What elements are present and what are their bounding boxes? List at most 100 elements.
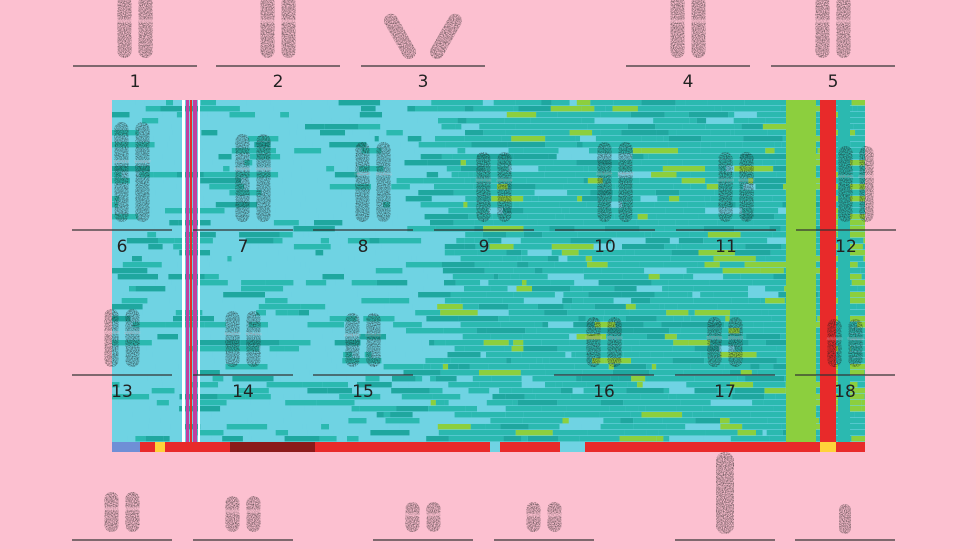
heatmap-cell	[112, 256, 132, 262]
heatmap-cell	[198, 142, 235, 148]
heatmap-cell	[241, 118, 281, 124]
heatmap-cell	[250, 244, 259, 250]
heatmap-cell	[551, 244, 594, 250]
heatmap-cell	[718, 238, 736, 244]
heatmap-cell	[710, 340, 742, 346]
heatmap-cell	[627, 382, 637, 388]
heatmap-cell	[527, 214, 556, 220]
heatmap-cell	[469, 364, 489, 370]
heatmap-cell	[683, 274, 694, 280]
heatmap-cell	[129, 112, 163, 118]
heatmap-cell	[405, 196, 432, 202]
heatmap-cell	[753, 382, 786, 388]
heatmap-cell	[429, 340, 435, 346]
heatmap-cell	[825, 190, 848, 196]
heatmap-cell	[287, 298, 310, 304]
heatmap-cell	[392, 376, 416, 382]
heatmap-cell	[506, 232, 524, 238]
heatmap-cell	[336, 436, 343, 442]
heatmap-cell	[281, 268, 310, 274]
heatmap-cell	[717, 388, 735, 394]
heatmap-cell	[739, 154, 770, 160]
heatmap-cell	[550, 280, 575, 286]
annotation-bar-segment	[490, 442, 500, 452]
heatmap-cell	[623, 340, 640, 346]
heatmap-cell	[198, 244, 229, 250]
heatmap-cell	[489, 244, 514, 250]
heatmap-cell	[847, 148, 865, 154]
heatmap-cell	[112, 238, 127, 244]
heatmap-cell	[561, 250, 579, 256]
heatmap-cell	[301, 166, 327, 172]
heatmap-cell	[394, 316, 411, 322]
heatmap-cell	[309, 310, 328, 316]
heatmap-cell	[523, 208, 544, 214]
heatmap-cell	[425, 130, 465, 136]
heatmap-cell	[347, 166, 359, 172]
heatmap-cell	[606, 334, 647, 340]
heatmap-cell	[407, 136, 422, 142]
heatmap-cell	[690, 184, 707, 190]
heatmap-cell	[752, 400, 764, 406]
heatmap-cell	[848, 262, 858, 268]
heatmap-cell	[119, 382, 163, 388]
heatmap-cell	[851, 100, 865, 106]
heatmap-cell	[843, 316, 865, 322]
heatmap-cell	[142, 256, 149, 262]
heatmap-cell	[239, 268, 282, 274]
heatmap-cell	[300, 262, 306, 268]
heatmap-cell	[710, 400, 753, 406]
heatmap-cell	[658, 430, 668, 436]
heatmap-cell	[276, 130, 281, 136]
heatmap-cell	[321, 148, 362, 154]
heatmap-cell	[162, 244, 174, 250]
heatmap-cell	[440, 310, 478, 316]
heatmap-cell	[774, 142, 781, 148]
heatmap-cell	[701, 136, 744, 142]
heatmap-cell	[226, 400, 251, 406]
heatmap-cell	[586, 340, 624, 346]
heatmap-cell	[557, 346, 594, 352]
heatmap-cell	[376, 280, 408, 286]
heatmap-cell	[210, 304, 235, 310]
heatmap-cell	[683, 208, 706, 214]
chromosome-number-label: 1	[129, 72, 141, 92]
heatmap-cell	[629, 310, 667, 316]
heatmap-cell	[506, 250, 521, 256]
heatmap-cell	[693, 286, 713, 292]
heatmap-cell	[523, 148, 559, 154]
chromosome-pair	[103, 492, 141, 532]
heatmap-cell	[583, 298, 614, 304]
heatmap-cell	[320, 130, 346, 136]
heatmap-cell	[217, 130, 246, 136]
heatmap-cell	[569, 130, 593, 136]
heatmap-cell	[564, 214, 589, 220]
heatmap-cell	[176, 184, 210, 190]
heatmap-cell	[112, 136, 154, 142]
heatmap-cell	[415, 310, 441, 316]
heatmap-cell	[386, 334, 425, 340]
heatmap-cell	[154, 142, 168, 148]
heatmap-cell	[197, 430, 224, 436]
heatmap-cell	[521, 436, 528, 442]
heatmap-cell	[309, 370, 335, 376]
heatmap-cell	[862, 244, 865, 250]
heatmap-cell	[570, 394, 599, 400]
heatmap-cell	[423, 364, 431, 370]
heatmap-cell	[273, 106, 300, 112]
heatmap-cell	[577, 232, 617, 238]
heatmap-cell	[267, 424, 272, 430]
heatmap-cell	[502, 136, 512, 142]
heatmap-cell	[415, 106, 438, 112]
heatmap-cell	[503, 436, 522, 442]
heatmap-cell	[359, 112, 383, 118]
heatmap-cell	[545, 370, 583, 376]
heatmap-cell	[619, 436, 657, 442]
heatmap-cell	[505, 130, 542, 136]
heatmap-cell	[523, 412, 565, 418]
heatmap-cell	[442, 268, 485, 274]
heatmap-cell	[752, 280, 789, 286]
heatmap-cell	[541, 406, 567, 412]
heatmap-cell	[147, 160, 175, 166]
heatmap-cell	[280, 154, 293, 160]
